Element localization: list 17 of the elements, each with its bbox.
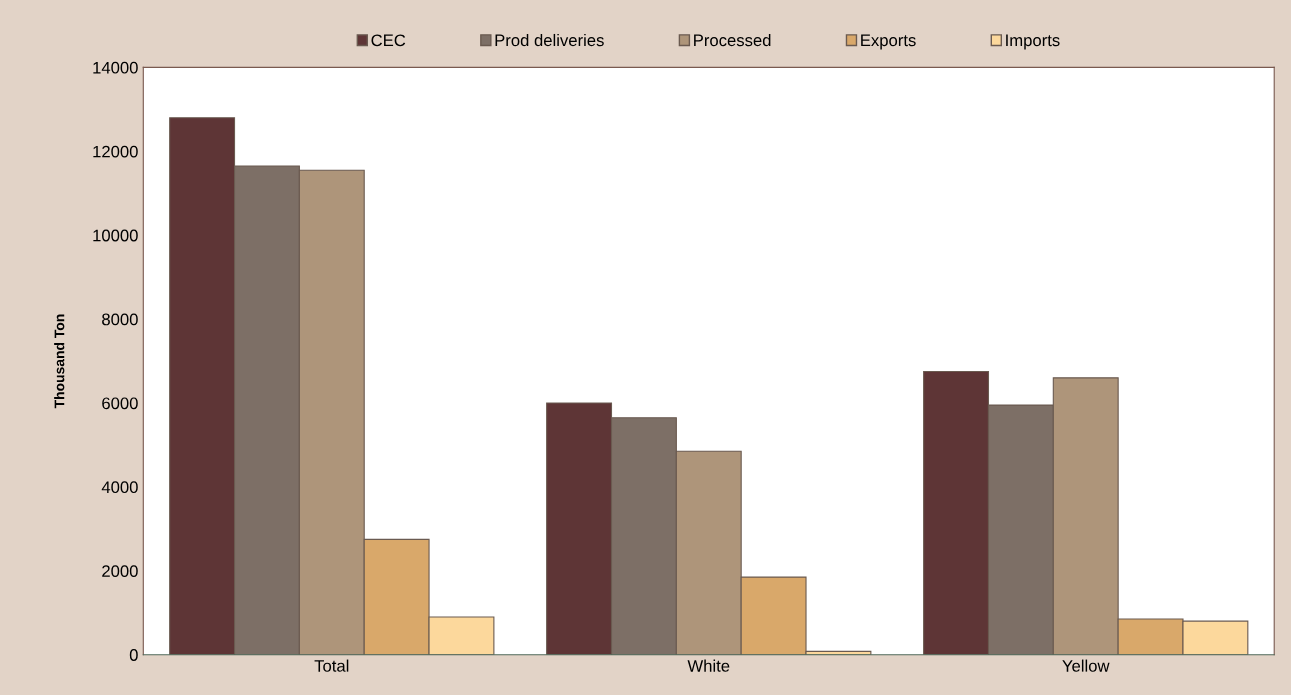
y-tick-label: 14000 [93,61,138,74]
legend-label: CEC [371,34,406,47]
y-tick-label: 2000 [102,565,138,577]
legend-label: Exports [861,34,916,50]
y-axis-title: Thousand Ton [54,314,65,409]
y-tick-label: 6000 [102,397,138,410]
legend-label: Imports [1006,34,1060,50]
y-tick-label: 10000 [93,229,138,242]
y-tick-label: 0 [129,649,138,661]
y-tick-label: 12000 [93,145,138,158]
y-tick-label: 8000 [102,313,138,326]
x-tick-label: Yellow [1062,659,1110,672]
y-tick-label: 4000 [101,481,138,494]
legend-label: Processed [694,33,771,47]
x-tick-label: Total [314,659,349,672]
legend-label: Prod deliveries [495,33,604,47]
x-tick-label: White [687,659,730,672]
